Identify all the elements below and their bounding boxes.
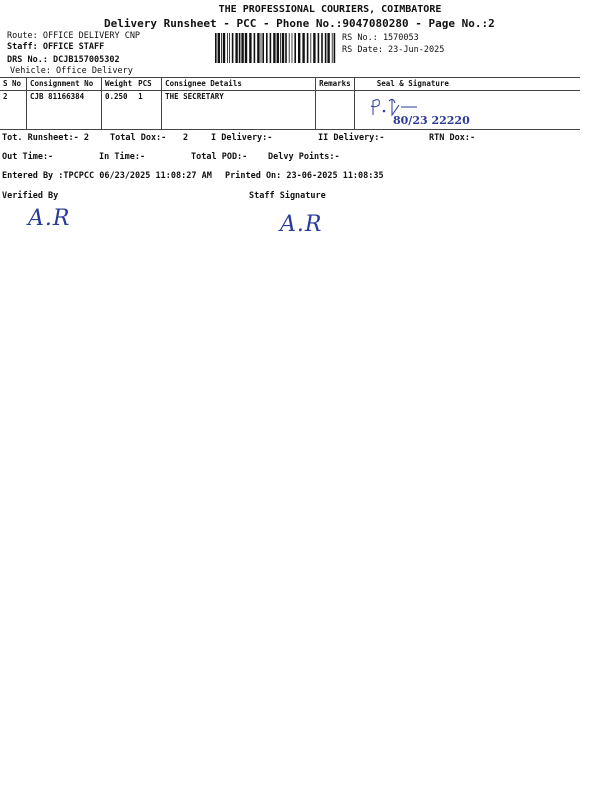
cell-weight: 0.250 <box>101 90 136 130</box>
seal-signature-handwriting: 80/23 22220 <box>370 98 470 127</box>
rs-no: RS No.: 1570053 <box>342 33 419 43</box>
cell-sno: 2 <box>0 90 27 130</box>
barcode-bar <box>273 33 276 63</box>
rs-date: RS Date: 23-Jun-2025 <box>342 45 445 55</box>
in-time: In Time:- <box>99 152 146 162</box>
barcode-bar <box>244 33 248 63</box>
col-sno: S No <box>0 77 27 91</box>
drs-no: DRS No.: DCJB157005302 <box>7 55 120 65</box>
i-delivery: I Delivery:- <box>211 133 273 143</box>
barcode-bar <box>231 33 234 63</box>
col-pcs: PCS <box>135 77 163 91</box>
barcode-bar <box>321 33 323 63</box>
staff: Staff: OFFICE STAFF <box>7 42 105 52</box>
total-pod: Total POD:- <box>191 152 248 162</box>
barcode-bar <box>281 33 285 63</box>
barcode-bar <box>221 33 222 63</box>
barcode-bar <box>331 33 333 63</box>
col-seal: Seal & Signature <box>353 77 580 91</box>
rtn-dox: RTN Dox:- <box>429 133 476 143</box>
barcode-bar <box>235 33 238 63</box>
out-time: Out Time:- <box>2 152 54 162</box>
cell-consignee: THE SECRETARY <box>161 90 317 130</box>
barcode-bar <box>215 33 217 63</box>
barcode-bar <box>306 33 309 63</box>
seal-handwritten-text: 80/23 22220 <box>393 114 470 127</box>
barcode-bar <box>291 33 293 63</box>
barcode <box>215 33 336 63</box>
delvy-points: Delvy Points:- <box>268 152 340 162</box>
total-dox-value: 2 <box>183 133 189 143</box>
barcode-bar <box>227 33 228 63</box>
table-header: S No Consignment No Weight PCS Consignee… <box>0 77 580 91</box>
runsheet-title: Delivery Runsheet - PCC - Phone No.:9047… <box>104 17 495 30</box>
barcode-bar <box>222 33 226 63</box>
printed-on: Printed On: 23-06-2025 11:08:35 <box>225 171 384 181</box>
col-weight: Weight <box>101 77 136 91</box>
consignment-table: S No Consignment No Weight PCS Consignee… <box>0 77 580 130</box>
barcode-bar <box>238 33 241 63</box>
barcode-bar <box>257 33 260 63</box>
tot-runsheet: Tot. Runsheet:- 2 <box>2 133 89 143</box>
vehicle: Vehicle: Office Delivery <box>10 66 133 76</box>
barcode-bar <box>266 33 268 63</box>
barcode-bar <box>310 33 312 63</box>
barcode-bar <box>313 33 316 63</box>
route: Route: OFFICE DELIVERY CNP <box>7 31 141 41</box>
cell-pcs: 1 <box>135 90 163 130</box>
col-remarks: Remarks <box>315 77 355 91</box>
barcode-bar <box>269 33 272 63</box>
cell-consignment: CJB 81166384 <box>26 90 102 130</box>
cell-remarks <box>315 90 355 130</box>
verified-by-signature: A.R <box>28 206 71 231</box>
barcode-bar <box>217 33 220 63</box>
barcode-bar <box>298 33 301 63</box>
barcode-bar <box>280 33 281 63</box>
barcode-bar <box>262 33 264 63</box>
barcode-bar <box>229 33 230 63</box>
barcode-bar <box>288 33 290 63</box>
barcode-bar <box>333 33 336 63</box>
barcode-bar <box>285 33 287 63</box>
barcode-bar <box>324 33 327 63</box>
table-row: 2 CJB 81166384 0.250 1 THE SECRETARY 80/… <box>0 90 580 130</box>
col-consignee: Consignee Details <box>161 77 317 91</box>
barcode-bar <box>276 33 279 63</box>
barcode-bar <box>327 33 330 63</box>
barcode-bar <box>249 33 252 63</box>
total-dox: Total Dox:- <box>110 133 167 143</box>
barcode-bar <box>317 33 320 63</box>
staff-signature-label: Staff Signature <box>249 191 326 201</box>
barcode-bar <box>241 33 244 63</box>
company-name: THE PROFESSIONAL COURIERS, COIMBATORE <box>218 4 442 15</box>
barcode-bar <box>253 33 256 63</box>
cell-seal: 80/23 22220 <box>353 90 580 130</box>
col-consignment: Consignment No <box>26 77 102 91</box>
barcode-bar <box>294 33 296 63</box>
barcode-bar <box>260 33 262 63</box>
entered-by: Entered By :TPCPCC 06/23/2025 11:08:27 A… <box>2 171 212 181</box>
verified-by-label: Verified By <box>2 191 59 201</box>
staff-signature: A.R <box>280 212 323 237</box>
ii-delivery: II Delivery:- <box>318 133 385 143</box>
barcode-bar <box>302 33 305 63</box>
